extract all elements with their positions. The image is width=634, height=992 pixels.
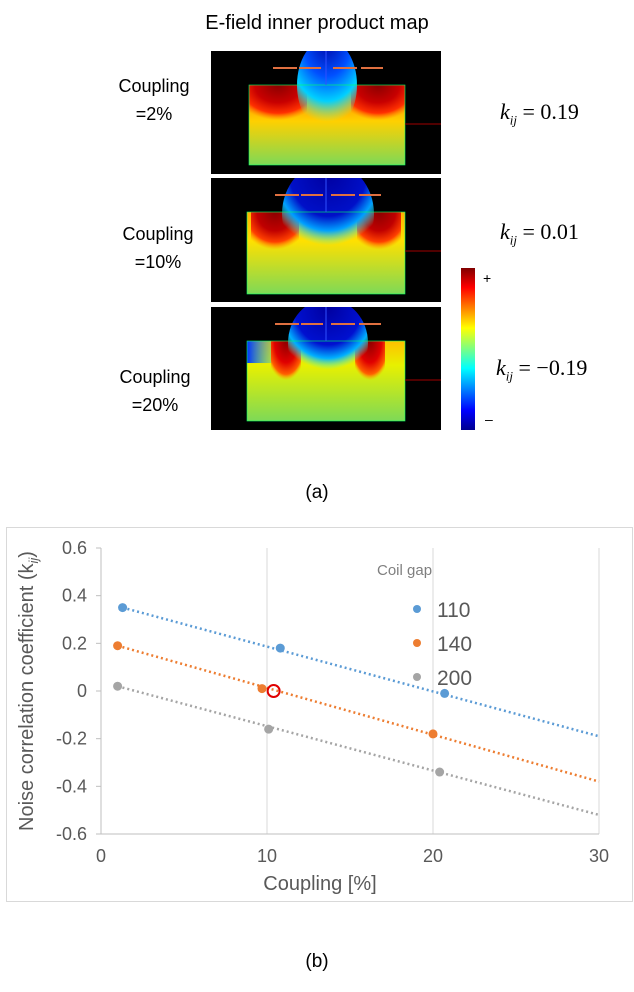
caption-a: (a) bbox=[305, 482, 329, 503]
colorbar-plus-label: + bbox=[483, 270, 492, 286]
data-point-140 bbox=[113, 641, 123, 651]
y-axis-title-close: ) bbox=[16, 551, 38, 558]
colorbar-minus-label: – bbox=[485, 411, 493, 427]
colorbar bbox=[461, 268, 475, 430]
data-point-200 bbox=[264, 724, 274, 734]
highlight-marker bbox=[266, 684, 281, 698]
figure-a-title: E-field inner product map bbox=[205, 12, 429, 34]
coupling-label-line1: Coupling bbox=[118, 76, 190, 96]
coupling-label-line1: Coupling bbox=[119, 367, 191, 387]
k-symbol: k bbox=[496, 355, 506, 380]
x-tick-label: 20 bbox=[423, 846, 443, 866]
k-subscript: ij bbox=[509, 112, 517, 128]
coupling-label-line2: =2% bbox=[135, 104, 173, 124]
chart-frame: 0.6 0.4 0.2 0 -0.2 -0.4 -0.6 0 10 20 30 Coupling [%… bbox=[6, 527, 633, 902]
coupling-label-2pct: Coupling =2% bbox=[99, 72, 209, 128]
data-point-140 bbox=[428, 729, 438, 739]
k-symbol: k bbox=[500, 219, 510, 244]
k-value-20pct: kij = −0.19 bbox=[496, 355, 587, 384]
noise-correlation-chart: 0.6 0.4 0.2 0 -0.2 -0.4 -0.6 0 10 20 30 Coupling [%… bbox=[16, 538, 609, 895]
legend-marker-110 bbox=[413, 605, 421, 613]
x-tick-label: 30 bbox=[589, 846, 609, 866]
k-value-10pct: kij = 0.01 bbox=[500, 219, 579, 248]
coupling-label-line2: =20% bbox=[131, 395, 179, 415]
y-tick-label: -0.4 bbox=[56, 776, 87, 796]
y-axis-title-sub: ij bbox=[26, 557, 41, 564]
y-tick-label: 0 bbox=[77, 681, 87, 701]
k-subscript: ij bbox=[509, 232, 517, 248]
k-number: = 0.01 bbox=[517, 219, 579, 244]
legend-label-110: 110 bbox=[437, 599, 470, 622]
y-axis-title: Noise correlation coefficient (kij) bbox=[16, 551, 41, 831]
k-number: = −0.19 bbox=[513, 355, 588, 380]
legend-label-200: 200 bbox=[437, 667, 472, 690]
x-axis-title: Coupling [%] bbox=[263, 873, 376, 895]
y-tick-label: 0.6 bbox=[62, 538, 87, 558]
trendline-200 bbox=[117, 685, 600, 817]
efield-map-2pct bbox=[211, 51, 441, 174]
y-tick-label: 0.4 bbox=[62, 586, 87, 606]
trendline-140 bbox=[117, 644, 600, 783]
trendline-110 bbox=[122, 606, 600, 738]
data-point-140 bbox=[257, 684, 267, 694]
x-tick-label: 10 bbox=[257, 846, 277, 866]
efield-map-10pct bbox=[211, 178, 441, 302]
k-symbol: k bbox=[500, 99, 510, 124]
legend-marker-200 bbox=[413, 673, 421, 681]
x-tick-label: 0 bbox=[96, 846, 106, 866]
data-point-200 bbox=[113, 681, 123, 691]
coupling-label-line1: Coupling bbox=[122, 224, 194, 244]
y-tick-label: 0.2 bbox=[62, 633, 87, 653]
coupling-label-20pct: Coupling =20% bbox=[100, 363, 210, 419]
k-subscript: ij bbox=[505, 368, 513, 384]
coupling-label-line2: =10% bbox=[134, 252, 182, 272]
y-tick-label: -0.2 bbox=[56, 729, 87, 749]
y-axis-title-text: Noise correlation coefficient (k bbox=[16, 562, 38, 831]
k-number: = 0.19 bbox=[517, 99, 579, 124]
data-point-200 bbox=[435, 767, 445, 777]
data-point-110 bbox=[275, 643, 285, 653]
legend-marker-140 bbox=[413, 639, 421, 647]
y-tick-label: -0.6 bbox=[56, 824, 87, 844]
data-point-110 bbox=[118, 603, 128, 613]
caption-b: (b) bbox=[305, 951, 329, 972]
legend-title: Coil gap bbox=[377, 562, 432, 579]
data-point-110 bbox=[440, 688, 450, 698]
coupling-label-10pct: Coupling =10% bbox=[103, 220, 213, 276]
k-value-2pct: kij = 0.19 bbox=[500, 99, 579, 128]
efield-map-20pct bbox=[211, 307, 441, 430]
legend-label-140: 140 bbox=[437, 633, 472, 656]
